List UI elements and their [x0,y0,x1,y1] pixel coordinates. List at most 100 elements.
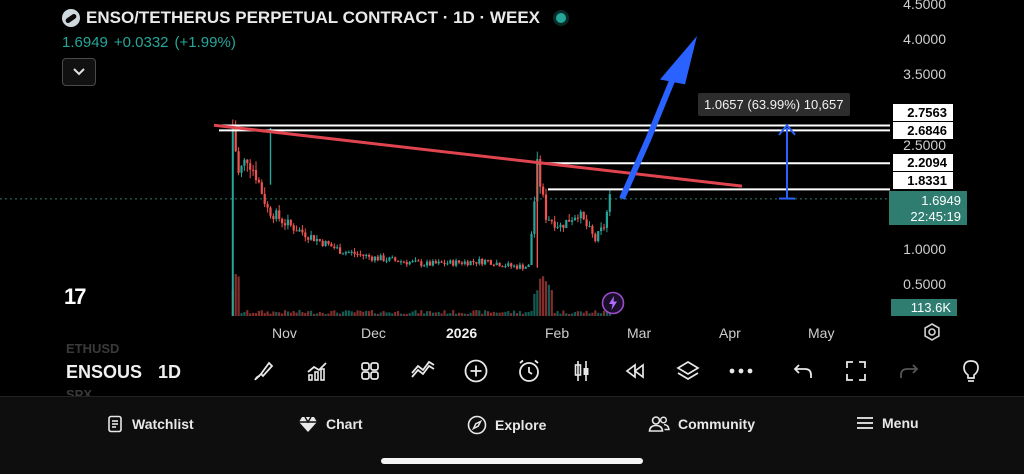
candle-body [481,259,484,265]
volume-bar [266,311,269,316]
replay-icon[interactable] [622,358,648,384]
volume-bar [466,313,469,316]
volume-bar [307,311,310,316]
candle-body [431,261,434,266]
candle-body [310,235,313,240]
candle-body [472,260,475,263]
volume-bar [524,312,527,316]
grid-icon[interactable] [357,358,383,384]
volume-bar [457,312,461,316]
volume-bar [591,312,594,316]
nav-chart[interactable]: Chart [298,415,363,433]
volume-bar [243,312,246,316]
candle-body [504,266,507,268]
volume-bar [559,313,562,316]
redo-icon[interactable] [896,358,922,384]
candle-body [515,265,519,269]
brush-icon[interactable] [251,358,277,384]
candle-body [373,256,376,261]
volume-bar [576,311,579,316]
volume-bar [501,312,504,316]
candle-body [397,260,400,262]
fullscreen-icon[interactable] [843,358,869,384]
symbol-title[interactable]: ENSO/TETHERUS PERPETUAL CONTRACT · 1D · … [86,8,540,27]
volume-bar [440,313,443,316]
candle-body [307,237,310,240]
volume-bar [324,313,327,316]
candle-body [466,261,469,266]
add-icon[interactable] [463,358,489,384]
volume-bar [515,313,519,316]
volume-bar [521,313,524,316]
candle-body [571,220,574,222]
candle-body [428,261,432,266]
compass-icon [467,415,487,435]
chart-settings-icon[interactable] [922,322,942,342]
chart-pane[interactable]: ENSO/TETHERUS PERPETUAL CONTRACT · 1D · … [0,0,1024,345]
time-axis-label: Mar [627,325,652,341]
volume-bar [414,310,417,316]
volume-bar [365,310,368,316]
candle-body [391,257,394,259]
interval-selector[interactable]: 1D [158,362,182,382]
nav-explore[interactable]: Explore [467,415,546,435]
nav-community[interactable]: Community [648,415,755,433]
candle-body [344,252,347,254]
candle-body [565,219,568,228]
candle-body [347,252,350,254]
candle-body [498,262,501,267]
undo-icon[interactable] [790,358,816,384]
volume-bar [547,284,550,316]
volume-bar [310,310,313,316]
nav-menu[interactable]: Menu [856,415,919,431]
volume-bar [492,311,495,316]
candles-icon[interactable] [569,358,595,384]
candle-body [283,223,287,226]
time-axis-label: 2026 [446,325,478,341]
alarm-icon[interactable] [516,358,542,384]
candle-body [362,254,365,256]
candle-body [402,261,405,263]
price-change: +0.0332 [113,34,169,51]
volume-bar [394,311,397,316]
more-icon[interactable] [728,358,754,384]
volume-bar [240,313,243,316]
bulb-icon[interactable] [958,358,984,384]
candle-body [359,254,362,256]
volume-bar [318,312,321,316]
volume-bar [234,274,237,316]
measure-head [778,123,796,136]
volume-bar [356,310,359,316]
draw-line-icon[interactable] [410,358,436,384]
lightning-icon[interactable] [601,291,625,315]
price-chart[interactable] [0,0,1024,345]
candle-body [257,179,260,183]
candle-body [281,218,284,224]
chevron-down-icon [73,68,85,76]
candle-body [408,261,411,265]
volume-bar [495,312,498,316]
indicators-icon[interactable] [304,358,330,384]
candle-body [568,219,571,222]
symbol-selector[interactable]: ENSOUS [66,362,143,382]
candle-body [356,253,359,255]
volume-bar [460,313,463,316]
candle-body [353,251,356,254]
price-axis-label: 1.0000 [903,241,946,257]
candle-body [379,255,382,261]
candle-body [550,219,553,222]
candle-body [605,211,608,228]
candle-body [591,226,594,234]
chart-gem-icon [299,416,317,432]
nav-watchlist[interactable]: Watchlist [106,415,194,433]
volume-bar [362,311,365,316]
volume-bar [594,310,597,316]
collapse-legend-button[interactable] [62,58,96,86]
volume-bar [455,313,458,316]
volume-bar [278,312,281,316]
candle-body [336,247,339,249]
candle-body [608,194,611,212]
volume-bar [449,313,452,316]
layers-icon[interactable] [675,358,701,384]
volume-bar [281,313,284,316]
